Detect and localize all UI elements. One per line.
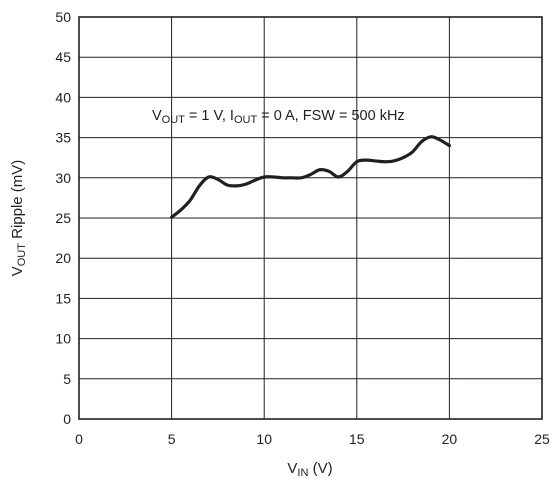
chart-annotation: VOUT = 1 V, IOUT = 0 A, FSW = 500 kHz <box>152 108 405 126</box>
text-run: V <box>287 460 297 477</box>
text-run: Ripple (mV) <box>9 160 26 243</box>
subscript: OUT <box>16 243 28 267</box>
y-tick-label: 20 <box>55 250 71 266</box>
x-tick-label: 5 <box>168 431 176 447</box>
x-tick-label: 25 <box>534 431 550 447</box>
y-tick-label: 5 <box>63 371 71 387</box>
text-run: V <box>152 108 162 124</box>
y-tick-label: 30 <box>55 170 71 186</box>
y-tick-label: 0 <box>63 411 71 427</box>
text-run: V <box>9 266 26 276</box>
text-run: (V) <box>308 460 332 477</box>
y-tick-labels: 0 5 10 15 20 25 30 35 40 45 50 <box>55 9 71 427</box>
x-tick-label: 20 <box>442 431 458 447</box>
x-axis-label: VIN (V) <box>287 460 332 479</box>
subscript: IN <box>297 467 308 479</box>
y-tick-label: 15 <box>55 290 71 306</box>
plot-frame <box>78 16 543 420</box>
y-tick-label: 40 <box>55 89 71 105</box>
subscript: OUT <box>162 114 186 126</box>
x-tick-label: 10 <box>256 431 272 447</box>
grid-lines <box>78 16 543 420</box>
series-line <box>170 135 451 219</box>
text-run: = 0 A, FSW = 500 kHz <box>257 108 404 124</box>
y-tick-label: 10 <box>55 331 71 347</box>
y-tick-label: 25 <box>55 210 71 226</box>
subscript: OUT <box>234 114 258 126</box>
y-tick-label: 35 <box>55 130 71 146</box>
x-tick-labels: 0 5 10 15 20 25 <box>75 431 550 447</box>
x-tick-label: 15 <box>349 431 365 447</box>
x-tick-label: 0 <box>75 431 83 447</box>
y-tick-label: 45 <box>55 49 71 65</box>
y-axis-label: VOUT Ripple (mV) <box>9 160 28 277</box>
text-run: = 1 V, I <box>185 108 234 124</box>
y-tick-label: 50 <box>55 9 71 25</box>
